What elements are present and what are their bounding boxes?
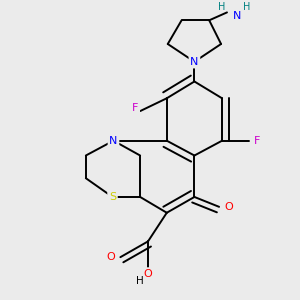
Text: N: N xyxy=(109,136,118,146)
Text: H: H xyxy=(243,2,250,13)
Text: H: H xyxy=(218,2,226,13)
Text: N: N xyxy=(190,57,199,67)
Text: O: O xyxy=(106,252,115,262)
Text: H: H xyxy=(136,276,144,286)
Text: S: S xyxy=(109,192,116,202)
Text: F: F xyxy=(254,136,260,146)
Text: O: O xyxy=(144,269,152,279)
Text: O: O xyxy=(225,202,233,212)
Text: N: N xyxy=(233,11,241,21)
Text: F: F xyxy=(132,103,138,113)
